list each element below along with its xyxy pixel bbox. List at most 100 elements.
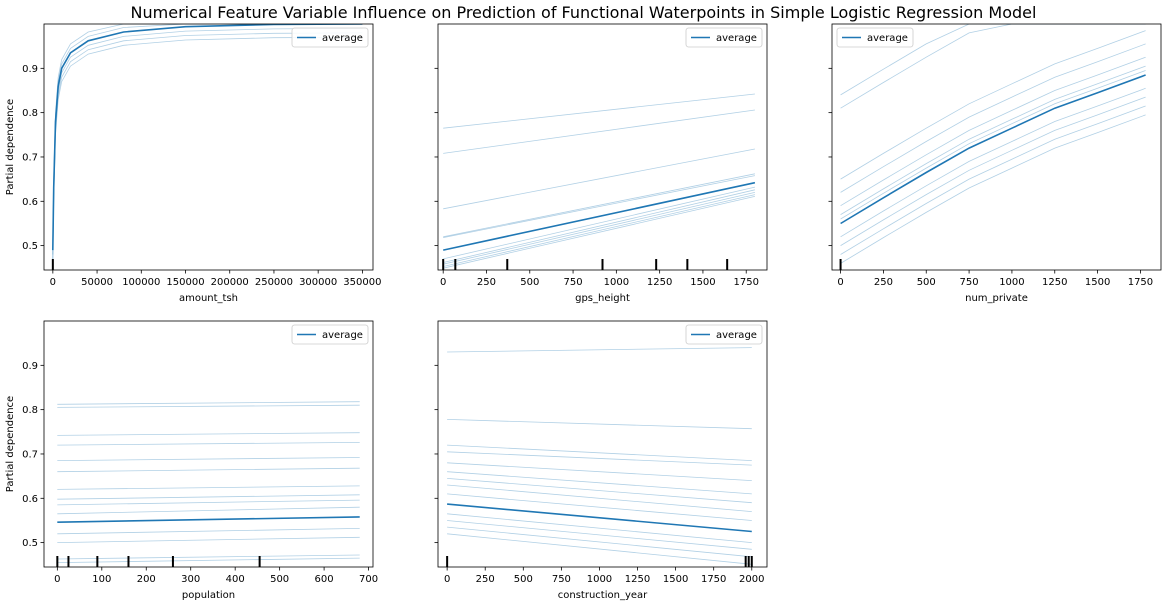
legend: average (685, 27, 763, 48)
ice-line (57, 401, 360, 405)
x-tick-label: 1750 (1128, 277, 1153, 288)
ice-line (443, 196, 755, 269)
average-line (447, 503, 752, 533)
x-tick-label: 250 (874, 277, 893, 288)
x-tick-label: 50000 (81, 277, 113, 288)
y-tick-label: 0.8 (22, 405, 38, 416)
x-tick-label: 700 (359, 574, 378, 585)
ice-line (447, 347, 752, 353)
x-tick-label: 500 (520, 277, 539, 288)
average-line (443, 181, 756, 251)
average-line (52, 24, 363, 251)
ice-line (443, 148, 755, 210)
average-line (840, 74, 1146, 225)
x-tick-label: 200 (137, 574, 156, 585)
ice-line (52, 28, 363, 255)
x-axis-label: population (182, 590, 235, 601)
ice-line (840, 105, 1146, 255)
ice-line (840, 65, 1146, 215)
legend-label: average (867, 33, 908, 44)
ice-line (57, 557, 360, 563)
x-tick-label: 1250 (647, 277, 672, 288)
x-tick-label: 100000 (122, 277, 160, 288)
ice-line (447, 471, 752, 495)
panel-1: 0 50000 100000 150000 200000 250000 300000 3500… (5, 23, 381, 304)
ice-line (443, 189, 755, 263)
y-tick-label: 0.9 (22, 361, 38, 372)
ice-line (840, 30, 1146, 180)
average-line (57, 516, 360, 523)
ice-line (447, 493, 752, 521)
x-axis-label: gps_height (575, 293, 630, 304)
x-tick-label: 750 (564, 277, 583, 288)
legend: average (291, 27, 369, 48)
ice-line (443, 186, 755, 260)
x-tick-label: 500 (917, 277, 936, 288)
ice-line (57, 528, 360, 535)
ice-line (57, 554, 360, 560)
x-tick-label: 1750 (701, 574, 726, 585)
plot-area (56, 401, 360, 567)
axes-frame (43, 320, 374, 568)
plot-area (839, 24, 1146, 270)
legend-label: average (716, 33, 757, 44)
panel-4: 0 100 200 300 400 500 600 700 0.5 0.6 0.7 0.8 0.9 pop… (5, 320, 378, 601)
x-tick-label: 0 (54, 574, 60, 585)
x-tick-label: 0 (837, 277, 843, 288)
figure-title: Numerical Feature Variable Influence on … (130, 3, 1037, 22)
x-tick-label: 0 (50, 277, 56, 288)
ice-line (57, 499, 360, 506)
y-tick-label: 0.5 (22, 538, 38, 549)
ice-line (447, 520, 752, 550)
y-tick-label: 0.6 (22, 197, 38, 208)
ice-line (447, 526, 752, 558)
ice-line (447, 462, 752, 481)
legend-label: average (716, 330, 757, 341)
x-tick-label: 250 (476, 574, 495, 585)
ice-line (840, 96, 1146, 246)
axes-frame (43, 23, 374, 271)
x-tick-label: 1250 (625, 574, 650, 585)
plot-area (51, 24, 363, 270)
x-tick-label: 500 (514, 574, 533, 585)
ice-line (840, 70, 1146, 220)
y-tick-label: 0.7 (22, 152, 38, 163)
ice-line (443, 93, 755, 129)
x-tick-label: 250 (477, 277, 496, 288)
x-axis-label: construction_year (558, 590, 648, 601)
x-tick-label: 1000 (587, 574, 612, 585)
legend-box (836, 27, 914, 48)
x-tick-label: 750 (960, 277, 979, 288)
x-tick-label: 0 (440, 277, 446, 288)
ice-line (52, 32, 363, 259)
x-axis-label: amount_tsh (179, 293, 238, 304)
ice-line (57, 404, 360, 408)
y-axis-label: Partial dependence (5, 99, 16, 195)
y-tick-label: 0.5 (22, 241, 38, 252)
legend-box (685, 324, 763, 345)
legend-box (685, 27, 763, 48)
axes-frame (831, 23, 1162, 271)
x-tick-label: 1500 (690, 277, 715, 288)
ice-line (443, 173, 755, 238)
legend-box (291, 27, 369, 48)
x-tick-label: 350000 (343, 277, 381, 288)
x-tick-label: 1500 (1085, 277, 1110, 288)
ice-line (52, 24, 363, 246)
x-tick-label: 200000 (211, 277, 249, 288)
y-tick-label: 0.6 (22, 494, 38, 505)
x-tick-label: 300 (181, 574, 200, 585)
plot-area (446, 347, 753, 567)
y-tick-label: 0.7 (22, 449, 38, 460)
ice-line (57, 467, 360, 473)
x-tick-label: 1750 (733, 277, 758, 288)
x-tick-label: 250000 (255, 277, 293, 288)
x-tick-label: 100 (92, 574, 111, 585)
legend-label: average (322, 33, 363, 44)
y-tick-label: 0.9 (22, 64, 38, 75)
ice-line (443, 175, 755, 238)
ice-line (52, 36, 363, 264)
x-tick-label: 1250 (1042, 277, 1067, 288)
ice-line (57, 457, 360, 461)
ice-line (443, 192, 755, 265)
